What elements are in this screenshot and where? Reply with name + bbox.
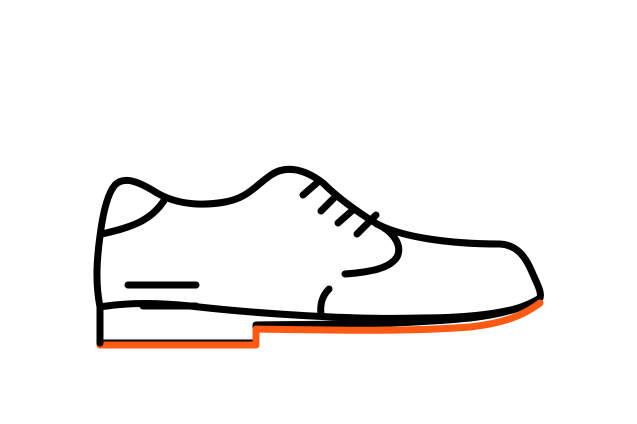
shoe-side-seam (317, 285, 333, 319)
shoe-heel-panel-line (98, 195, 169, 238)
shoe-sole-accent (96, 299, 544, 349)
shoe-lace-2 (317, 192, 340, 215)
shoe-lace-3 (334, 205, 358, 227)
shoe-lace-1 (299, 178, 322, 199)
shoe-vamp-seam (341, 220, 403, 278)
shoe-upper-outline (93, 165, 544, 322)
shoe-lace-4 (353, 211, 380, 238)
